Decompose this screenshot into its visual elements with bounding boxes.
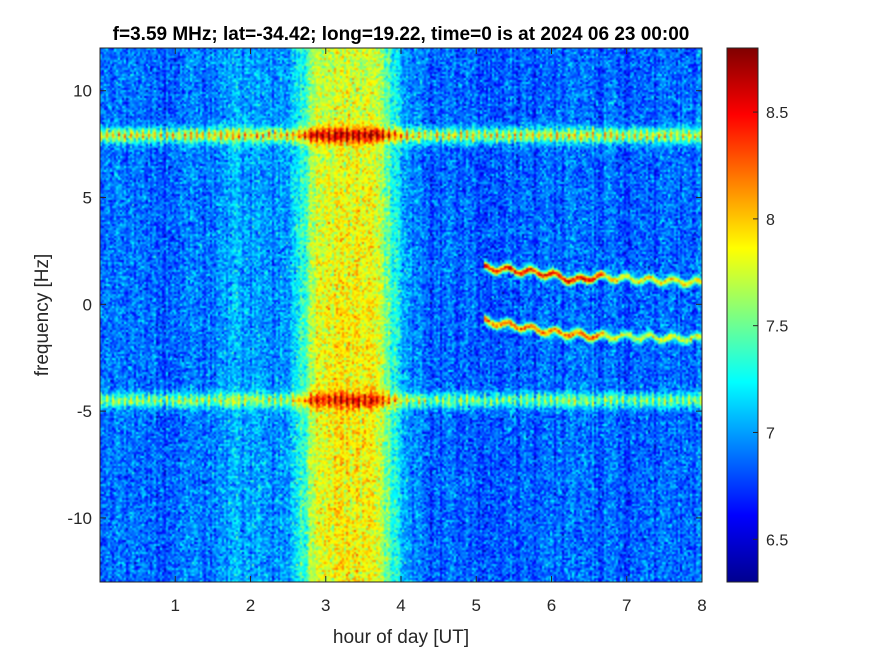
x-axis-ticks: 1 2 3 4 5 6 7 8 xyxy=(171,48,707,615)
y-tick-label: 5 xyxy=(83,189,92,208)
colorbar-ticks: 8.5 8 7.5 7 6.5 xyxy=(753,105,788,549)
y-axis-label: frequency [Hz] xyxy=(32,254,53,377)
x-tick-label: 5 xyxy=(472,596,481,615)
plot-area xyxy=(99,47,703,583)
colorbar-tick-label: 6.5 xyxy=(766,532,788,549)
x-tick-label: 1 xyxy=(171,596,180,615)
x-tick-label: 2 xyxy=(246,596,255,615)
chart-title: f=3.59 MHz; lat=-34.42; long=19.22, time… xyxy=(113,24,690,45)
x-tick-label: 6 xyxy=(547,596,556,615)
x-axis-label: hour of day [UT] xyxy=(333,627,469,648)
colorbar: 8.5 8 7.5 7 6.5 xyxy=(726,47,788,583)
colorbar-tick-label: 8 xyxy=(766,212,775,229)
colorbar-tick-label: 8.5 xyxy=(766,105,788,122)
y-tick-label: 0 xyxy=(83,295,92,314)
x-tick-label: 8 xyxy=(697,596,706,615)
x-tick-label: 3 xyxy=(321,596,330,615)
colorbar-tick-label: 7 xyxy=(766,425,775,442)
y-tick-label: 10 xyxy=(73,82,92,101)
colorbar-gradient xyxy=(726,47,759,583)
y-tick-label: -5 xyxy=(77,402,92,421)
y-tick-label: -10 xyxy=(67,509,92,528)
colorbar-tick-label: 7.5 xyxy=(766,319,788,336)
x-tick-label: 4 xyxy=(396,596,405,615)
heatmap-image xyxy=(100,48,702,582)
x-tick-label: 7 xyxy=(622,596,631,615)
y-axis-ticks: 10 5 0 -5 -10 xyxy=(67,82,702,528)
